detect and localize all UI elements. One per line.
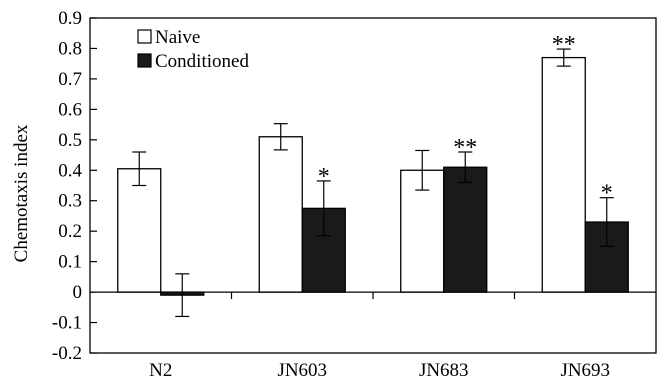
y-tick-label: 0 bbox=[73, 282, 83, 303]
significance-marker: * bbox=[601, 181, 613, 207]
y-tick-label: -0.2 bbox=[52, 343, 82, 364]
x-tick-label: JN693 bbox=[560, 360, 610, 381]
y-tick-label: 0.4 bbox=[58, 160, 82, 181]
significance-marker: ** bbox=[552, 32, 576, 58]
plot-frame bbox=[89, 17, 657, 354]
bar-conditioned bbox=[443, 166, 488, 293]
y-tick-label: 0.6 bbox=[58, 99, 82, 120]
bar-naive bbox=[117, 168, 162, 293]
y-tick-label: 0.9 bbox=[58, 8, 82, 29]
labels: N2 JN603*JN683**JN693***Chemotaxis index bbox=[11, 32, 613, 381]
x-tick-label: JN603 bbox=[277, 360, 327, 381]
y-tick-label: 0.5 bbox=[58, 130, 82, 151]
significance-marker: ** bbox=[453, 135, 477, 161]
x-tick-label: JN683 bbox=[419, 360, 469, 381]
y-tick-label: 0.3 bbox=[58, 191, 82, 212]
bar-naive bbox=[541, 56, 586, 293]
y-tick-label: 0.2 bbox=[58, 221, 82, 242]
legend-label-conditioned: Conditioned bbox=[155, 51, 249, 72]
bar-naive bbox=[258, 136, 303, 293]
legend-swatch-conditioned bbox=[137, 53, 152, 68]
y-tick-label: 0.8 bbox=[58, 38, 82, 59]
y-tick-label: 0.1 bbox=[58, 252, 82, 273]
y-axis-label: Chemotaxis index bbox=[11, 124, 32, 262]
axes: -0.2 -0.1 0 0.1 0.2 0.3 0.4 0.5 0.6 0.7 0.8 0.9 bbox=[52, 8, 657, 364]
x-tick-label: N2 bbox=[149, 360, 172, 381]
legend-swatch-naive bbox=[137, 29, 152, 44]
legend: Naive Conditioned bbox=[137, 27, 249, 72]
significance-marker: * bbox=[318, 164, 330, 190]
bars bbox=[117, 48, 629, 318]
y-tick-label: 0.7 bbox=[58, 69, 82, 90]
legend-label-naive: Naive bbox=[155, 27, 200, 48]
y-tick-label: -0.1 bbox=[52, 313, 82, 334]
